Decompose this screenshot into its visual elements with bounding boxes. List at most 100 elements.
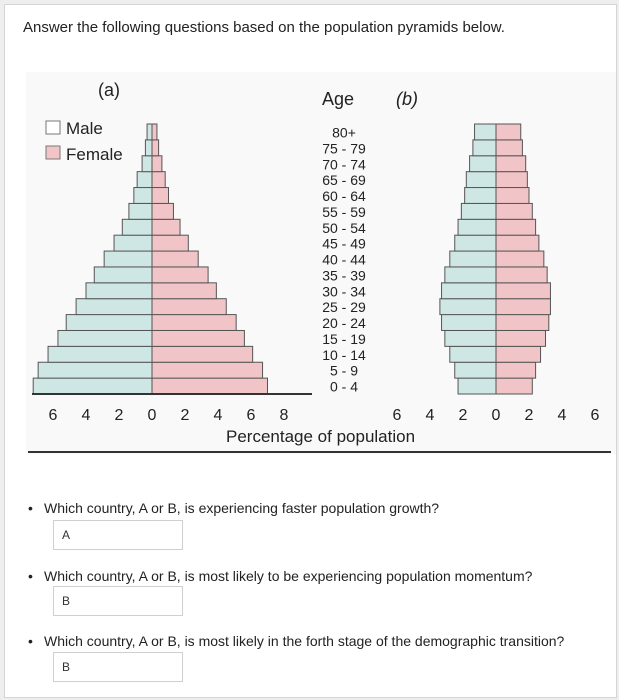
bar-b-female-12 bbox=[495, 187, 530, 204]
tick-label-b-5: 4 bbox=[558, 407, 567, 424]
tick-label-b-1: 4 bbox=[426, 407, 435, 424]
bar-a-male-9 bbox=[113, 234, 153, 252]
bullet-icon: • bbox=[28, 633, 33, 649]
bar-b-female-15 bbox=[495, 139, 523, 157]
bar-a-male-6 bbox=[85, 282, 153, 300]
legend-female-label: Female bbox=[66, 145, 123, 164]
bar-b-female-1 bbox=[495, 361, 537, 379]
bar-a-male-4 bbox=[65, 314, 153, 331]
bar-b-female-16 bbox=[495, 123, 522, 141]
bar-b-female-7 bbox=[495, 266, 548, 284]
bar-a-female-11 bbox=[151, 202, 174, 220]
tick-label-b-6: 6 bbox=[591, 407, 600, 424]
pyramid-chart: (a) Age (b) Male Female 0 - 45 - 910 - 1… bbox=[32, 80, 600, 446]
bar-b-female-2 bbox=[495, 345, 542, 363]
bar-b-male-15 bbox=[472, 139, 497, 157]
panel-a-tick-labels: 864202468 bbox=[49, 407, 289, 424]
bar-a-male-0 bbox=[32, 377, 153, 395]
age-label-15: 75 - 79 bbox=[322, 140, 366, 156]
age-label-3: 15 - 19 bbox=[322, 331, 366, 347]
x-axis-label: Percentage of population bbox=[226, 427, 415, 446]
bullet-icon: • bbox=[28, 568, 33, 584]
age-label-16: 80+ bbox=[332, 125, 356, 141]
age-label-2: 10 - 14 bbox=[322, 347, 366, 363]
answer-2-input[interactable]: B bbox=[53, 586, 183, 616]
bar-a-male-13 bbox=[136, 171, 153, 189]
age-label-8: 40 - 44 bbox=[322, 252, 366, 268]
tick-label-b-2: 2 bbox=[459, 407, 468, 424]
bar-a-male-8 bbox=[103, 250, 153, 268]
tick-label-b-4: 2 bbox=[525, 407, 534, 424]
bar-b-male-3 bbox=[444, 329, 497, 347]
tick-label-a-8: 8 bbox=[280, 407, 289, 424]
panel-b-tick-labels: 6 4 2 0 2 4 6 bbox=[393, 407, 600, 424]
bar-b-male-7 bbox=[444, 266, 497, 284]
bar-b-female-3 bbox=[495, 329, 546, 347]
bar-a-male-10 bbox=[121, 218, 153, 236]
panel-a-label: (a) bbox=[98, 80, 120, 100]
tick-label-a-6: 4 bbox=[214, 407, 223, 424]
tick-label-a-3: 2 bbox=[115, 407, 124, 424]
bar-a-female-8 bbox=[151, 250, 199, 268]
bar-b-female-13 bbox=[495, 171, 528, 189]
bar-a-male-11 bbox=[128, 202, 153, 220]
tick-label-a-7: 6 bbox=[247, 407, 256, 424]
legend-female-swatch bbox=[45, 145, 61, 160]
bar-a-female-7 bbox=[151, 266, 209, 284]
bar-b-male-12 bbox=[464, 187, 497, 204]
prompt-text: Answer the following questions based on … bbox=[23, 19, 505, 36]
bar-a-female-10 bbox=[151, 218, 181, 236]
bar-b-male-4 bbox=[441, 314, 497, 331]
age-label-6: 30 - 34 bbox=[322, 283, 366, 299]
tick-label-b-3: 0 bbox=[492, 407, 501, 424]
bar-b-male-1 bbox=[454, 361, 497, 379]
question-2-text: Which country, A or B, is most likely to… bbox=[44, 568, 533, 584]
bar-b-male-9 bbox=[454, 234, 497, 252]
bar-a-female-15 bbox=[151, 139, 160, 157]
bar-a-female-16 bbox=[151, 123, 158, 141]
divider bbox=[28, 451, 611, 453]
question-3: • Which country, A or B, is most likely i… bbox=[28, 633, 564, 649]
age-label-4: 20 - 24 bbox=[322, 315, 366, 331]
bar-a-male-14 bbox=[141, 155, 153, 173]
bar-a-male-5 bbox=[75, 298, 153, 316]
bar-b-female-9 bbox=[495, 234, 540, 252]
bar-b-male-14 bbox=[469, 155, 497, 173]
bar-b-female-8 bbox=[495, 250, 545, 268]
bar-b-female-0 bbox=[495, 377, 533, 395]
bullet-icon: • bbox=[28, 500, 33, 516]
tick-label-b-0: 6 bbox=[393, 407, 402, 424]
bar-a-male-2 bbox=[47, 345, 153, 363]
tick-label-a-1: 6 bbox=[49, 407, 58, 424]
answer-1-input[interactable]: A bbox=[53, 520, 183, 550]
tick-label-a-4: 0 bbox=[148, 407, 157, 424]
bar-b-female-10 bbox=[495, 218, 537, 236]
bar-a-female-2 bbox=[151, 345, 254, 363]
bar-b-female-4 bbox=[495, 314, 550, 331]
age-label-1: 5 - 9 bbox=[330, 363, 358, 379]
bar-b-male-13 bbox=[465, 171, 497, 189]
age-label-5: 25 - 29 bbox=[322, 299, 366, 315]
question-2: • Which country, A or B, is most likely t… bbox=[28, 568, 532, 584]
age-label-9: 45 - 49 bbox=[322, 236, 366, 252]
bar-a-male-16 bbox=[146, 123, 153, 141]
question-3-text: Which country, A or B, is most likely in… bbox=[44, 633, 565, 649]
tick-label-a-5: 2 bbox=[181, 407, 190, 424]
bar-a-female-0 bbox=[151, 377, 268, 395]
age-label-14: 70 - 74 bbox=[322, 156, 366, 172]
bar-b-male-8 bbox=[449, 250, 497, 268]
age-label-7: 35 - 39 bbox=[322, 267, 366, 283]
age-label-10: 50 - 54 bbox=[322, 220, 366, 236]
question-1: • Which country, A or B, is experiencing … bbox=[28, 500, 439, 516]
age-label-12: 60 - 64 bbox=[322, 188, 366, 204]
bar-a-male-15 bbox=[144, 139, 153, 157]
question-1-text: Which country, A or B, is experiencing f… bbox=[44, 500, 440, 516]
answer-3-input[interactable]: B bbox=[53, 652, 183, 682]
bar-b-female-5 bbox=[495, 298, 551, 316]
panel-b-bars bbox=[439, 123, 551, 395]
bar-b-male-0 bbox=[457, 377, 497, 395]
bar-a-female-1 bbox=[151, 361, 264, 379]
bar-a-female-3 bbox=[151, 329, 245, 347]
bar-b-male-6 bbox=[441, 282, 497, 300]
tick-label-a-2: 4 bbox=[82, 407, 91, 424]
